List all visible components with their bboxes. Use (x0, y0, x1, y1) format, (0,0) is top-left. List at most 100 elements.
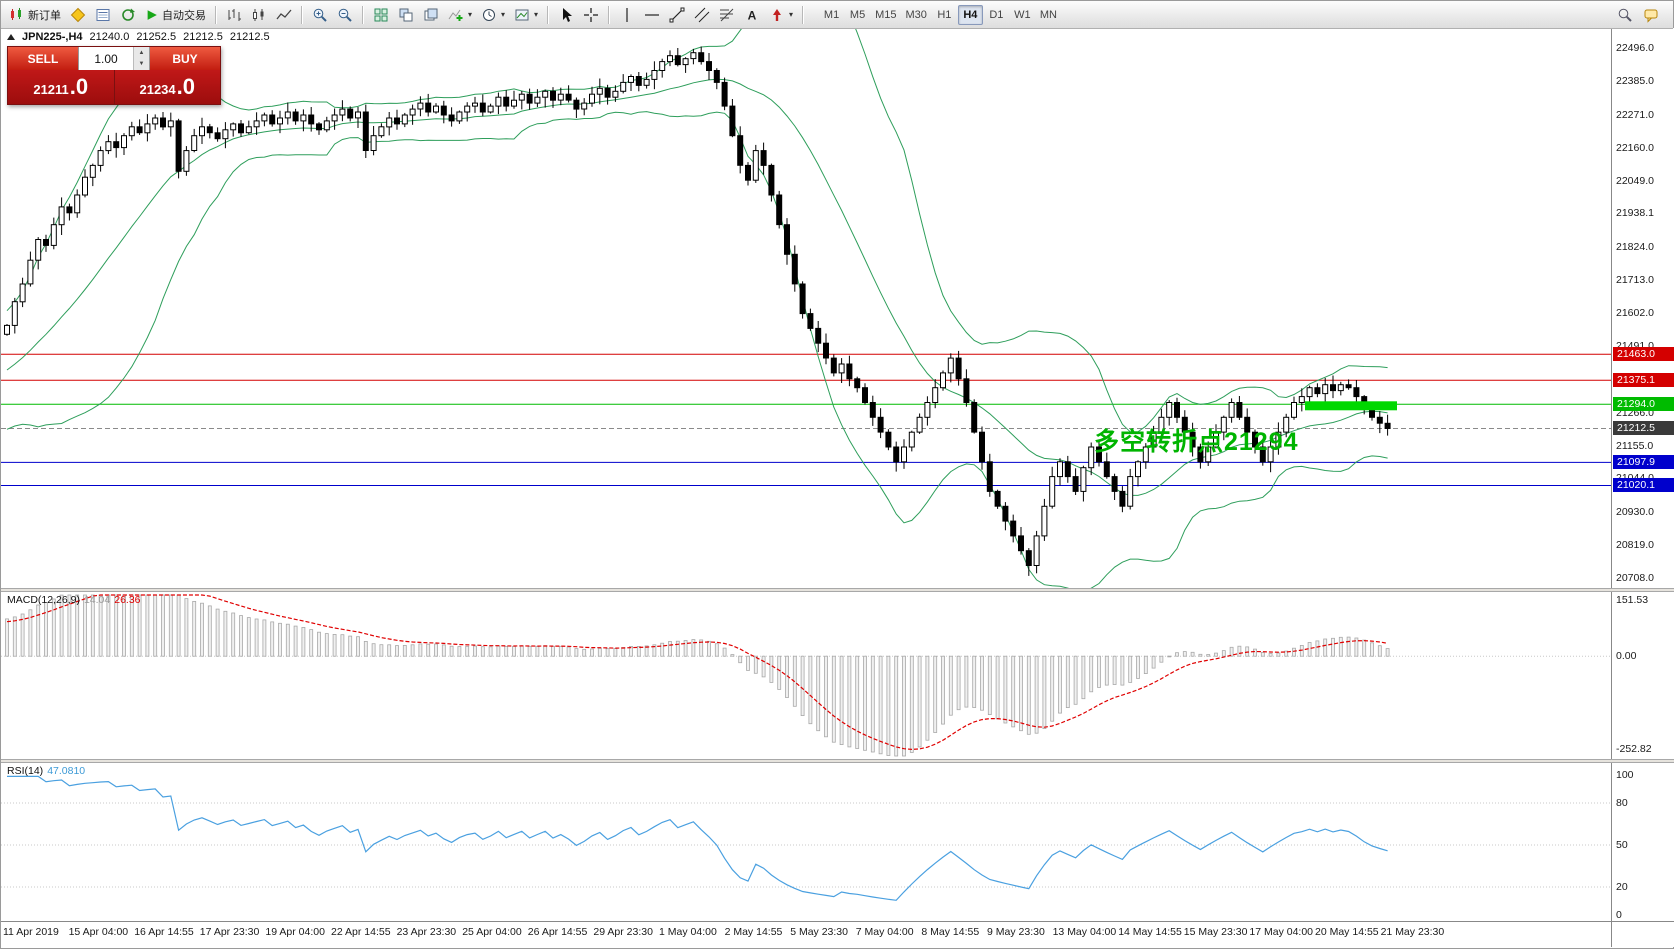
time-axis[interactable]: 11 Apr 2019 15 Apr 04:00 16 Apr 14:55 17 Ap… (1, 921, 1674, 947)
candle-body (706, 61, 712, 71)
macd-canvas[interactable] (1, 592, 1611, 759)
timeframe-button-M1[interactable]: M1 (819, 5, 844, 25)
channel-tool-button[interactable] (690, 4, 714, 26)
bar-chart-mode-button[interactable] (222, 4, 246, 26)
candle-body (526, 93, 533, 104)
search-button[interactable] (1613, 4, 1637, 26)
candle-body (144, 123, 151, 134)
templates-button[interactable]: ▾ (510, 4, 542, 26)
trendline-icon (669, 7, 685, 22)
candle-body (1283, 416, 1290, 433)
candle-body (19, 283, 26, 303)
cascade-windows-button[interactable] (419, 4, 443, 26)
refresh-button[interactable] (116, 4, 140, 26)
symbol-collapse-icon[interactable] (7, 34, 15, 40)
macd-bar (278, 622, 282, 657)
price-chart-canvas[interactable] (1, 28, 1611, 588)
crosshair-tool-button[interactable] (579, 4, 603, 26)
horizontal-line-tool-button[interactable] (640, 4, 664, 26)
rsi-canvas[interactable] (1, 763, 1611, 921)
zoom-in-button[interactable] (308, 4, 332, 26)
timeframe-button-D1[interactable]: D1 (984, 5, 1009, 25)
candlestick-mode-button[interactable] (247, 4, 271, 26)
macd-bar (301, 627, 306, 657)
vertical-line-tool-button[interactable] (615, 4, 639, 26)
timeframe-button-W1[interactable]: W1 (1010, 5, 1035, 25)
macd-bar (1331, 637, 1335, 657)
tile-grid-button[interactable] (369, 4, 393, 26)
candle-body (370, 135, 377, 151)
macd-bar (847, 655, 852, 748)
metaeditor-button[interactable] (66, 4, 90, 26)
sell-button[interactable]: SELL (8, 47, 78, 70)
sell-price-int: 21211 (33, 82, 69, 97)
volume-up-button[interactable]: ▲ (134, 47, 149, 59)
macd-bar (1276, 652, 1281, 657)
volume-input[interactable]: 1.00 (94, 51, 118, 66)
timeframe-button-H4[interactable]: H4 (957, 4, 983, 25)
panel-separator[interactable] (1, 588, 1674, 592)
timeframe-button-M30[interactable]: M30 (901, 5, 930, 25)
candle-body (604, 87, 611, 98)
timeframe-button-M15[interactable]: M15 (871, 5, 900, 25)
text-tool-button[interactable]: A (740, 4, 764, 26)
buy-button[interactable]: BUY (150, 47, 220, 70)
candle-body (628, 76, 634, 83)
macd-bar (153, 594, 158, 657)
line-chart-mode-button[interactable] (272, 4, 296, 26)
candle-body (838, 363, 845, 374)
time-axis-label: 23 Apr 23:30 (396, 926, 457, 938)
timeframe-button-H1[interactable]: H1 (932, 5, 957, 25)
tile-windows-button[interactable] (394, 4, 418, 26)
volume-spinner: ▲ ▼ (133, 47, 149, 70)
macd-bar (44, 602, 48, 657)
indicators-button[interactable]: ▾ (444, 4, 476, 26)
macd-bar (28, 609, 33, 657)
candle-body (877, 416, 884, 433)
macd-bar (613, 648, 618, 657)
macd-bar (987, 655, 992, 715)
price-badge: 21375.1 (1613, 373, 1674, 388)
candle-body (300, 114, 307, 122)
macd-bar (761, 655, 766, 678)
candle-body (331, 114, 338, 122)
macd-main-value: 14.04 (83, 594, 111, 606)
arrows-tool-button[interactable]: ▾ (765, 4, 797, 26)
macd-bar (675, 640, 680, 657)
text-icon: A (748, 8, 757, 22)
macd-bar (379, 644, 384, 657)
macd-bar (20, 613, 25, 657)
fibonacci-tool-button[interactable] (715, 4, 739, 26)
candle-body (308, 114, 315, 125)
auto-trading-button[interactable]: 自动交易 (141, 4, 210, 26)
zoom-out-button[interactable] (333, 4, 357, 26)
new-order-button[interactable]: 新订单 (5, 4, 65, 26)
panel-separator[interactable] (1, 759, 1674, 763)
candle-body (401, 114, 408, 125)
price-axis[interactable]: 22496.0 22385.0 22271.0 22160.0 22049.0 21938… (1611, 28, 1674, 588)
community-chat-button[interactable] (1639, 4, 1663, 26)
periods-button[interactable]: ▾ (477, 4, 509, 26)
axis-corner-line (1611, 922, 1612, 947)
candle-body (932, 387, 939, 404)
cursor-tool-button[interactable] (554, 4, 578, 26)
price-axis-label: 20930.0 (1616, 506, 1654, 519)
timeframe-button-M5[interactable]: M5 (845, 5, 870, 25)
candle-body (659, 61, 666, 71)
candle-body (1337, 384, 1344, 392)
volume-down-button[interactable]: ▼ (134, 58, 149, 70)
sell-price[interactable]: 21211 .0 (8, 70, 114, 104)
macd-bar (1354, 637, 1359, 657)
timeframe-button-MN[interactable]: MN (1036, 5, 1061, 25)
data-window-button[interactable] (91, 4, 115, 26)
macd-bar (1104, 655, 1109, 686)
candle-body (1018, 535, 1024, 552)
candle-body (986, 461, 993, 492)
trendline-tool-button[interactable] (665, 4, 689, 26)
time-axis-label: 15 May 23:30 (1183, 926, 1248, 938)
macd-bar (90, 594, 95, 657)
candle-body (128, 126, 135, 137)
macd-bar (566, 646, 571, 657)
macd-bar (496, 645, 501, 657)
buy-price[interactable]: 21234 .0 (113, 70, 221, 104)
